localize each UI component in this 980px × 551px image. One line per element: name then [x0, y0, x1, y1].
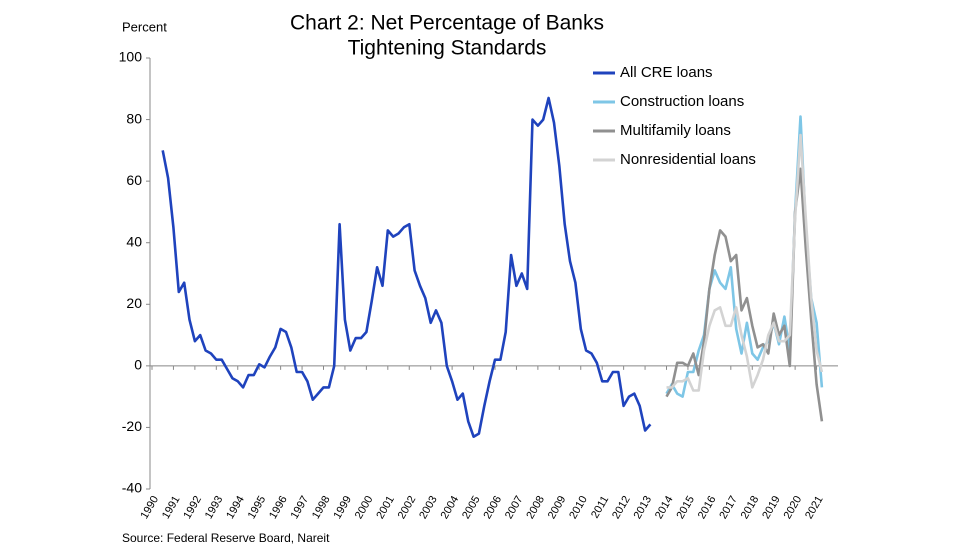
- legend-label: Nonresidential loans: [620, 151, 756, 168]
- y-tick-label: 60: [126, 172, 142, 188]
- x-tick-label: 1997: [289, 494, 312, 521]
- x-tick-label: 2003: [417, 494, 440, 521]
- series-line: [161, 96, 652, 438]
- x-tick-label: 2007: [503, 494, 526, 521]
- x-tick-label: 2021: [803, 494, 826, 521]
- y-tick-label: 40: [126, 233, 142, 249]
- x-tick-label: 1992: [181, 494, 204, 521]
- y-tick-label: 100: [119, 49, 143, 65]
- x-tick-label: 1995: [246, 494, 269, 521]
- y-tick-label: -20: [122, 418, 142, 434]
- x-tick-label: 1998: [310, 494, 333, 521]
- y-axis-label: Percent: [122, 19, 167, 34]
- x-tick-label: 1991: [160, 494, 183, 521]
- x-tick-label: 2013: [632, 494, 655, 521]
- y-tick-label: 0: [134, 357, 142, 373]
- x-tick-label: 2002: [396, 494, 419, 521]
- x-tick-label: 2018: [739, 494, 762, 521]
- chart-title: Chart 2: Net Percentage of Banks: [290, 12, 604, 35]
- chart-title: Tightening Standards: [348, 37, 547, 60]
- x-tick-label: 1999: [331, 494, 354, 521]
- legend-label: Multifamily loans: [620, 122, 731, 139]
- x-tick-label: 2008: [524, 494, 547, 521]
- x-tick-label: 2012: [610, 494, 633, 521]
- y-tick-label: -40: [122, 480, 142, 496]
- x-tick-label: 2006: [481, 494, 504, 521]
- x-tick-label: 1990: [138, 494, 161, 521]
- y-tick-label: 80: [126, 110, 142, 126]
- x-tick-label: 2009: [546, 494, 569, 521]
- x-tick-label: 2015: [674, 494, 697, 521]
- x-tick-label: 2010: [567, 494, 590, 521]
- x-tick-label: 2004: [439, 494, 462, 521]
- x-tick-label: 1996: [267, 494, 290, 521]
- legend-label: Construction loans: [620, 93, 744, 110]
- x-tick-label: 1993: [203, 494, 226, 521]
- x-tick-label: 2011: [589, 494, 611, 520]
- x-tick-label: 2016: [696, 494, 719, 521]
- source-note: Source: Federal Reserve Board, Nareit: [122, 531, 330, 545]
- x-tick-label: 2014: [653, 494, 676, 521]
- series-line: [666, 133, 824, 392]
- x-tick-label: 2017: [717, 494, 740, 521]
- x-tick-label: 2019: [760, 494, 783, 521]
- y-tick-label: 20: [126, 295, 142, 311]
- x-tick-label: 1994: [224, 494, 247, 521]
- x-tick-label: 2005: [460, 494, 483, 521]
- legend-label: All CRE loans: [620, 64, 713, 81]
- x-tick-label: 2001: [374, 494, 397, 521]
- x-tick-label: 2000: [353, 494, 376, 521]
- x-tick-label: 2020: [782, 494, 805, 521]
